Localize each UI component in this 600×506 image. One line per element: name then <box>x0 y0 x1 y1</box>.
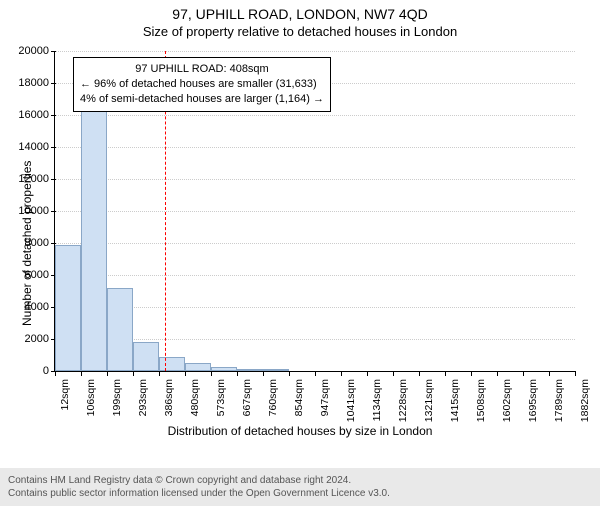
y-tick-label: 2000 <box>25 333 55 345</box>
callout-line: 4% of semi-detached houses are larger (1… <box>80 92 324 107</box>
callout-line: ← 96% of detached houses are smaller (31… <box>80 77 324 92</box>
x-tick-mark <box>419 371 420 376</box>
x-tick-mark <box>341 371 342 376</box>
x-tick-mark <box>81 371 82 376</box>
histogram-bar <box>185 363 211 371</box>
x-tick-mark <box>575 371 576 376</box>
x-tick-mark <box>289 371 290 376</box>
x-tick-mark <box>393 371 394 376</box>
histogram-bar <box>263 369 289 371</box>
x-tick-mark <box>211 371 212 376</box>
grid-line <box>55 51 575 52</box>
footer-line-2: Contains public sector information licen… <box>8 487 592 500</box>
x-tick-mark <box>159 371 160 376</box>
footer: Contains HM Land Registry data © Crown c… <box>0 468 600 506</box>
histogram-bar <box>237 369 263 371</box>
x-tick-mark <box>133 371 134 376</box>
x-tick-mark <box>471 371 472 376</box>
grid-line <box>55 211 575 212</box>
x-tick-mark <box>237 371 238 376</box>
callout-line: 97 UPHILL ROAD: 408sqm <box>80 62 324 77</box>
x-tick-mark <box>367 371 368 376</box>
x-tick-mark <box>549 371 550 376</box>
y-tick-label: 18000 <box>18 77 55 89</box>
grid-line <box>55 115 575 116</box>
grid-line <box>55 243 575 244</box>
x-axis-label: Distribution of detached houses by size … <box>0 424 600 438</box>
x-tick-mark <box>55 371 56 376</box>
page-title: 97, UPHILL ROAD, LONDON, NW7 4QD <box>0 6 600 22</box>
marker-callout: 97 UPHILL ROAD: 408sqm← 96% of detached … <box>73 57 331 112</box>
histogram-bar <box>133 342 159 371</box>
x-tick-mark <box>263 371 264 376</box>
x-tick-mark <box>315 371 316 376</box>
x-tick-mark <box>445 371 446 376</box>
y-axis-label: Number of detached properties <box>20 161 34 326</box>
page-subtitle: Size of property relative to detached ho… <box>0 24 600 39</box>
histogram-bar <box>211 367 237 371</box>
y-tick-label: 0 <box>43 365 55 377</box>
y-tick-label: 14000 <box>18 141 55 153</box>
x-tick-mark <box>107 371 108 376</box>
histogram-bar <box>107 288 133 371</box>
plot-area: 0200040006000800010000120001400016000180… <box>54 51 575 372</box>
x-tick-mark <box>523 371 524 376</box>
footer-line-1: Contains HM Land Registry data © Crown c… <box>8 474 592 487</box>
grid-line <box>55 147 575 148</box>
histogram-bar <box>81 105 107 371</box>
grid-line <box>55 179 575 180</box>
y-tick-label: 20000 <box>18 45 55 57</box>
x-tick-mark <box>497 371 498 376</box>
y-tick-label: 16000 <box>18 109 55 121</box>
histogram-bar <box>55 245 81 371</box>
x-tick-mark <box>185 371 186 376</box>
histogram-bar <box>159 357 185 371</box>
grid-line <box>55 275 575 276</box>
